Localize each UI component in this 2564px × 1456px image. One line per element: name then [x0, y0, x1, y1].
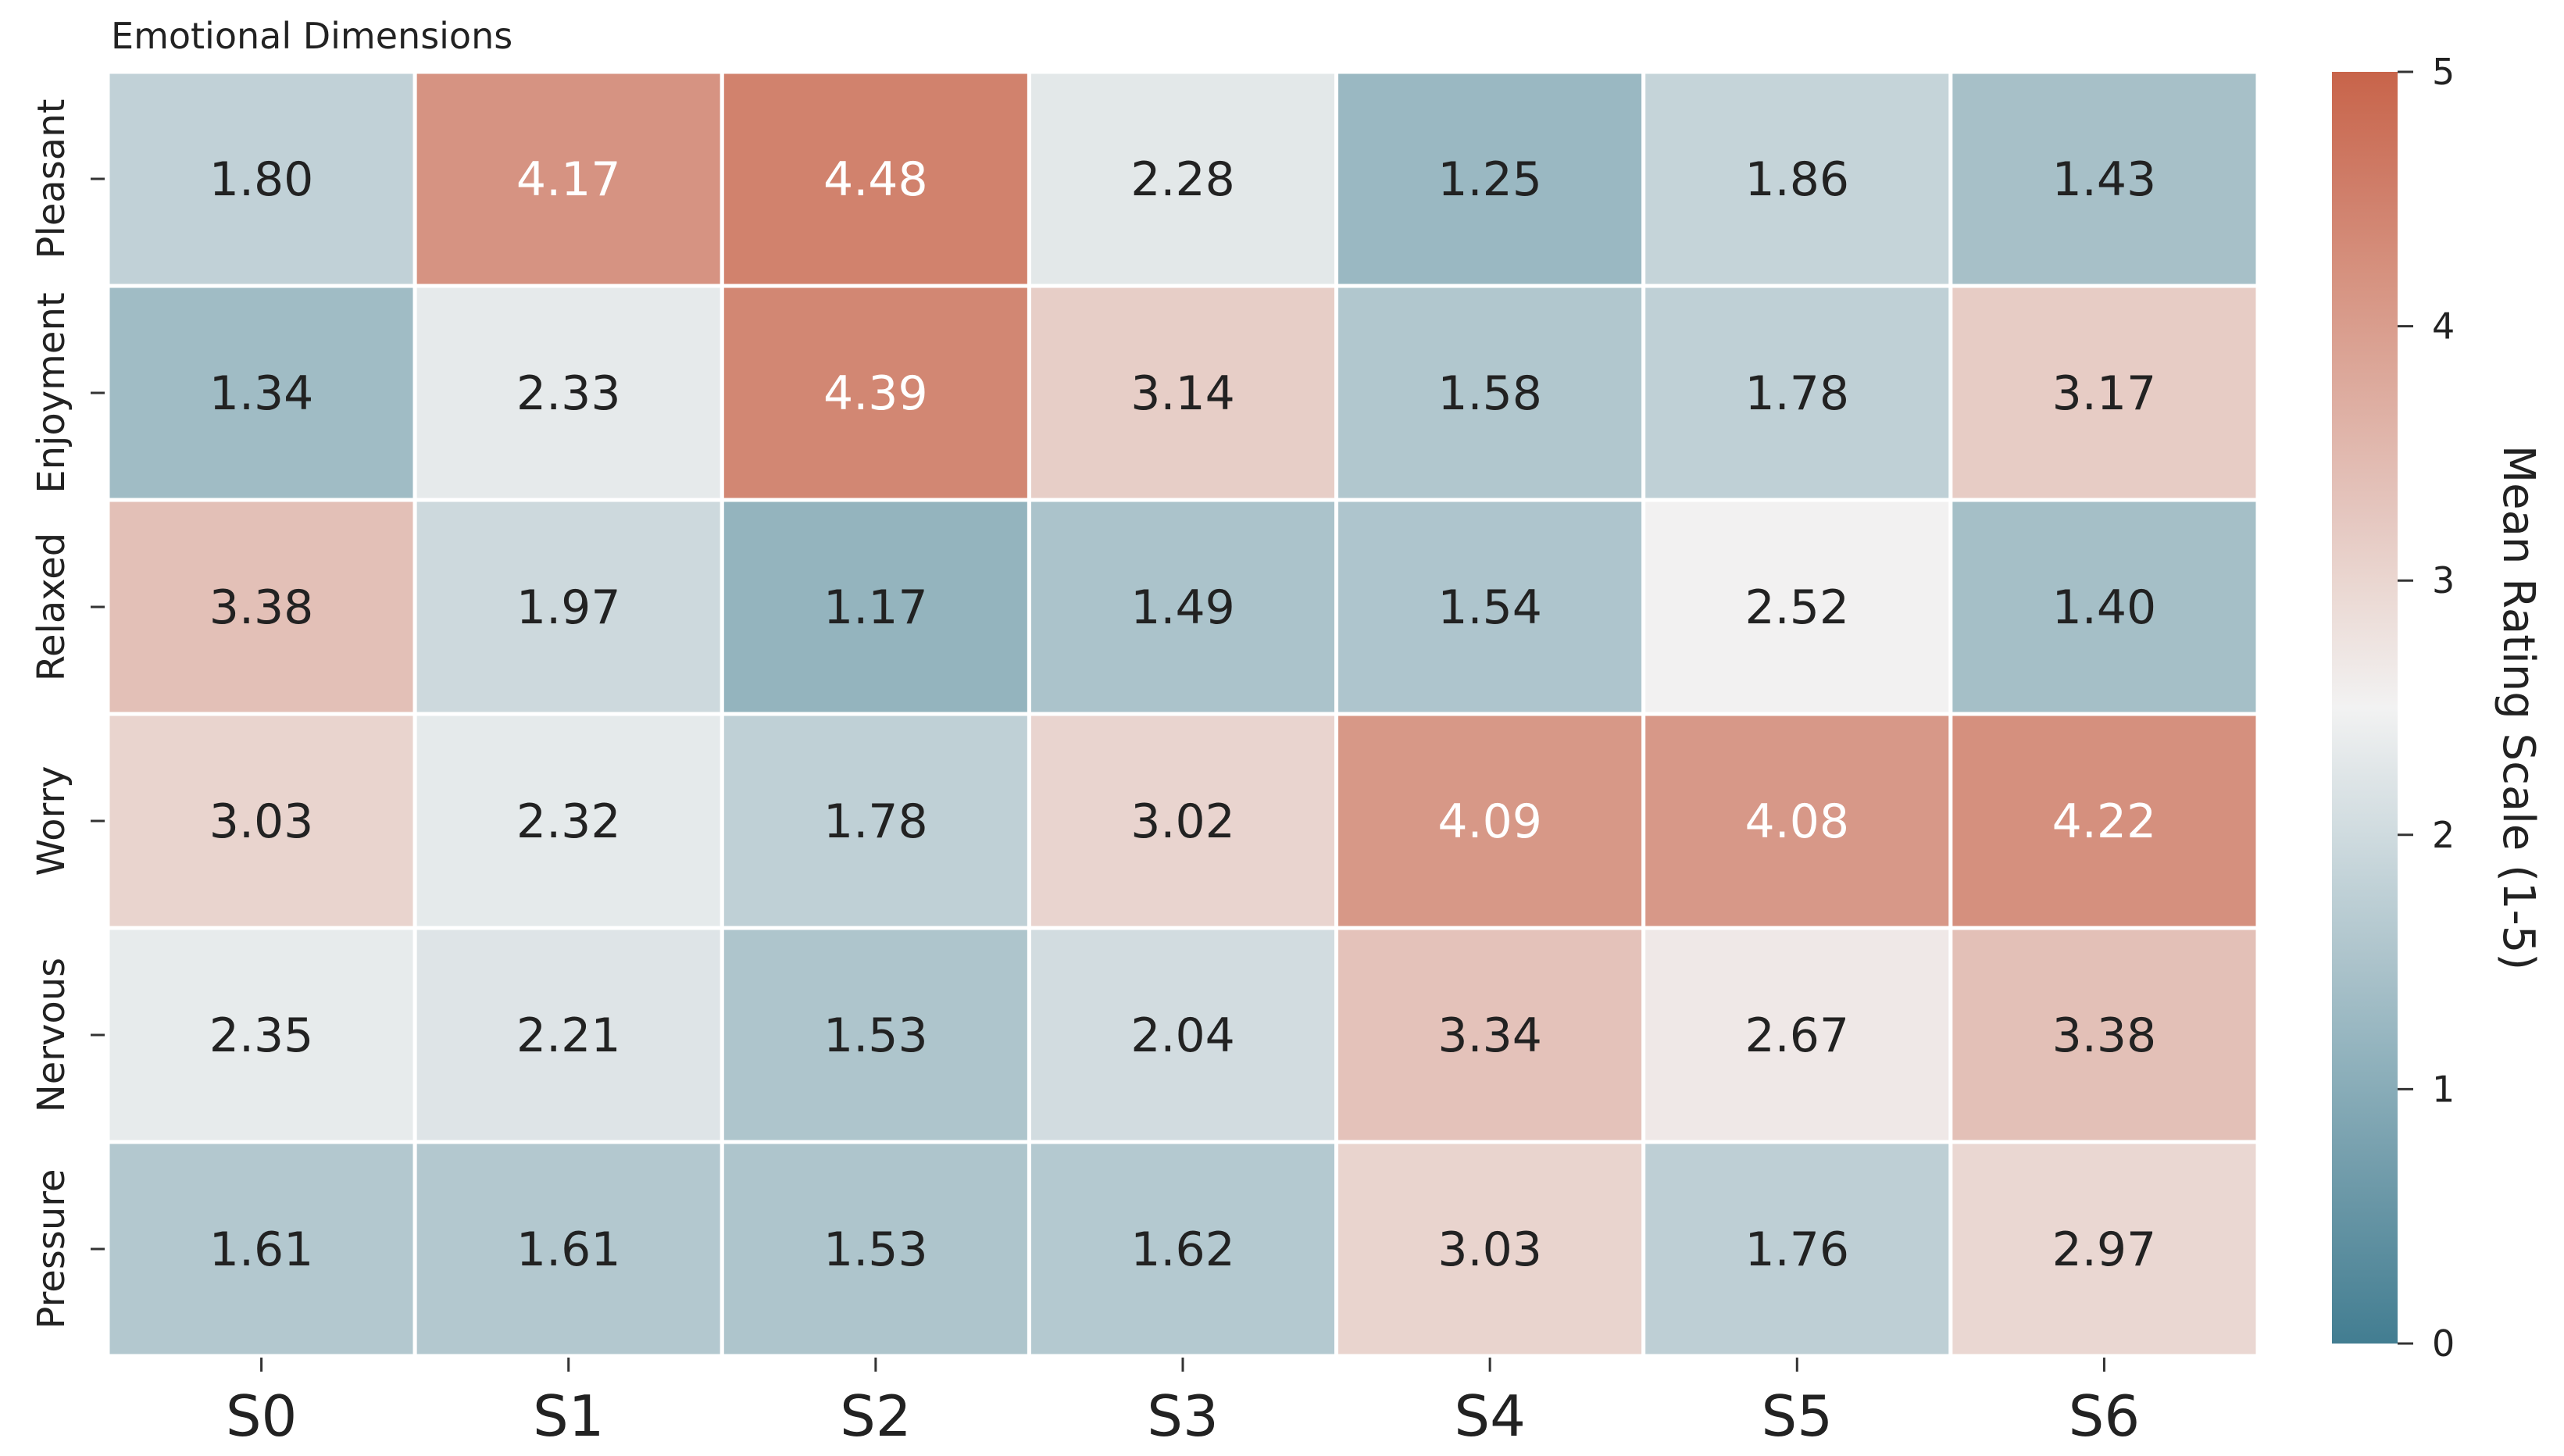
heatmap-cell [1948, 712, 2260, 930]
cell-value-label: 3.14 [1130, 366, 1235, 421]
cell-value-label: 1.58 [1437, 366, 1542, 421]
colorbar-tick-label: 0 [2432, 1322, 2455, 1365]
heatmap-cell [412, 498, 724, 716]
colorbar-tick-label: 3 [2432, 559, 2455, 601]
heatmap-cell [1948, 1140, 2260, 1358]
heatmap-cell [720, 498, 1031, 716]
cell-value-label: 3.02 [1130, 794, 1235, 849]
cell-value-label: 4.17 [516, 152, 621, 207]
cell-value-label: 1.34 [209, 366, 314, 421]
row-label: Nervous [30, 958, 73, 1112]
heatmap-cell [1641, 70, 1953, 288]
heatmap-cell [720, 284, 1031, 502]
row-label: Pleasant [30, 99, 73, 259]
cell-value-label: 2.67 [1744, 1008, 1849, 1063]
colorbar-gradient [2332, 72, 2398, 1344]
heatmap-cell [1027, 498, 1339, 716]
heatmap-cell [105, 712, 417, 930]
colorbar-tick-label: 2 [2432, 814, 2455, 856]
row-label: Pressure [30, 1169, 73, 1329]
cell-value-label: 1.76 [1744, 1222, 1849, 1277]
colorbar: 0 1 2 3 4 5 Mean Rating Scale (1-5) [2332, 51, 2544, 1365]
heatmap-cell [105, 1140, 417, 1358]
cell-value-label: 3.38 [209, 580, 314, 635]
heatmap-cell [1948, 498, 2260, 716]
colorbar-tick-label: 1 [2432, 1068, 2455, 1110]
cell-value-label: 1.17 [823, 580, 928, 635]
heatmap-cell [412, 712, 724, 930]
cell-value-label: 1.80 [209, 152, 314, 207]
cell-value-label: 3.03 [1437, 1222, 1542, 1277]
cell-value-label: 1.53 [823, 1008, 928, 1063]
column-label: S1 [533, 1383, 605, 1449]
column-label: S6 [2069, 1383, 2141, 1449]
cell-value-label: 3.34 [1437, 1008, 1542, 1063]
cell-value-label: 1.54 [1437, 580, 1542, 635]
cell-value-label: 4.22 [2052, 794, 2157, 849]
column-labels: S0 S1 S2 S3 S4 S5 S6 [226, 1358, 2140, 1449]
cell-value-label: 1.97 [516, 580, 621, 635]
chart-title: Emotional Dimensions [111, 15, 512, 57]
heatmap-cell [1948, 284, 2260, 502]
cell-value-label: 4.08 [1744, 794, 1849, 849]
cell-value-label: 1.78 [823, 794, 928, 849]
cell-value-label: 3.03 [209, 794, 314, 849]
cell-value-label: 2.32 [516, 794, 621, 849]
cell-value-label: 3.38 [2052, 1008, 2157, 1063]
cell-value-label: 2.52 [1744, 580, 1849, 635]
cell-value-label: 1.61 [209, 1222, 314, 1277]
column-label: S4 [1454, 1383, 1526, 1449]
column-label: S5 [1762, 1383, 1834, 1449]
cell-value-label: 1.40 [2052, 580, 2157, 635]
cell-value-label: 3.17 [2052, 366, 2157, 421]
cell-value-label: 1.43 [2052, 152, 2157, 207]
heatmap-cell [412, 1140, 724, 1358]
heatmap-cell [412, 70, 724, 288]
cell-value-label: 2.04 [1130, 1008, 1235, 1063]
cell-value-label: 4.39 [823, 366, 928, 421]
cell-value-label: 4.48 [823, 152, 928, 207]
cell-value-label: 2.28 [1130, 152, 1235, 207]
cell-value-label: 1.25 [1437, 152, 1542, 207]
heatmap-cell [720, 70, 1031, 288]
cell-value-label: 1.78 [1744, 366, 1849, 421]
colorbar-tick-label: 5 [2432, 51, 2455, 93]
cell-value-label: 1.53 [823, 1222, 928, 1277]
cell-value-label: 1.62 [1130, 1222, 1235, 1277]
cell-value-label: 1.61 [516, 1222, 621, 1277]
row-labels: Pleasant Enjoyment Relaxed Worry Nervous Pres… [30, 99, 105, 1329]
heatmap-cell [105, 70, 417, 288]
row-label: Enjoyment [30, 292, 73, 493]
heatmap-cell [1334, 284, 1646, 502]
heatmap-cell [1027, 1140, 1339, 1358]
heatmap-cell [1641, 1140, 1953, 1358]
heatmap-cell [1641, 712, 1953, 930]
cell-value-label: 2.35 [209, 1008, 314, 1063]
heatmap-cell [1027, 70, 1339, 288]
heatmap-cell [1641, 498, 1953, 716]
heatmap-cell [720, 926, 1031, 1144]
row-label: Worry [30, 765, 73, 876]
heatmap-cell [1334, 498, 1646, 716]
heatmap-cells: 1.80 4.17 4.48 2.28 1.25 1.86 1.43 1.34 2.33 4.39… [105, 70, 2260, 1358]
cell-value-label: 2.21 [516, 1008, 621, 1063]
cell-value-label: 4.09 [1437, 794, 1542, 849]
heatmap-cell [1027, 712, 1339, 930]
column-label: S2 [840, 1383, 912, 1449]
heatmap-cell [105, 284, 417, 502]
colorbar-title: Mean Rating Scale (1-5) [2493, 445, 2544, 970]
colorbar-tick-label: 4 [2432, 305, 2455, 348]
heatmap-cell [720, 1140, 1031, 1358]
cell-value-label: 2.97 [2052, 1222, 2157, 1277]
heatmap-cell [105, 926, 417, 1144]
row-label: Relaxed [30, 533, 73, 681]
column-label: S0 [226, 1383, 298, 1449]
column-label: S3 [1147, 1383, 1219, 1449]
cell-value-label: 1.49 [1130, 580, 1235, 635]
cell-value-label: 2.33 [516, 366, 621, 421]
heatmap-cell [1334, 1140, 1646, 1358]
cell-value-label: 1.86 [1744, 152, 1849, 207]
